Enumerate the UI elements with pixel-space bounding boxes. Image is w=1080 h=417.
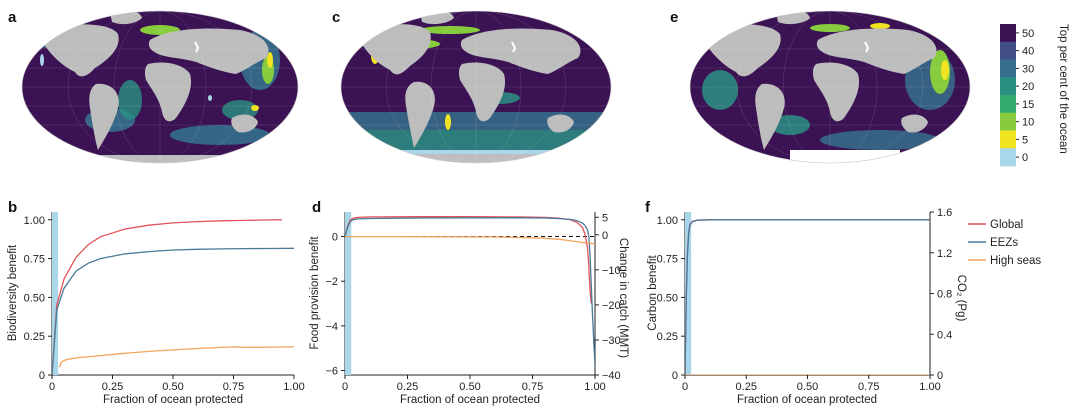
ytick-label-b: 0.25 <box>24 331 45 343</box>
colorbar-tick-label: 10 <box>1022 117 1034 129</box>
ytick-label-b: 0 <box>39 370 45 382</box>
xtick-label-b: 0 <box>49 381 55 393</box>
colorbar-cell <box>1000 148 1016 167</box>
series-line-d-eezs <box>345 217 595 367</box>
colorbar-title: Top per cent of the ocean <box>1057 24 1069 154</box>
ytick-label-d: −4 <box>325 321 338 333</box>
highlight-band-d <box>345 212 352 375</box>
ytick-right-label-d: −30 <box>602 335 621 347</box>
panel-label-e: e <box>670 9 678 26</box>
series-line-d-global <box>345 216 592 304</box>
colorbar-cell <box>1000 95 1016 114</box>
series-group-d <box>345 216 595 367</box>
colorbar-cell <box>1000 130 1016 149</box>
xtick-label-d: 1.00 <box>584 381 605 393</box>
xtick-label-d: 0 <box>342 381 348 393</box>
ytick-right-label-d: −20 <box>602 300 621 312</box>
panel-label-a: a <box>8 9 17 26</box>
panel-label-b: b <box>8 199 17 216</box>
highlight-band-b <box>52 212 59 375</box>
series-line-b-global <box>52 219 282 375</box>
ytick-label-f: 0.50 <box>657 292 678 304</box>
ytick-label-b: 0.75 <box>24 254 45 266</box>
ylabel-f: Carbon benefit <box>647 254 659 330</box>
map-a <box>21 10 299 164</box>
map-e <box>689 10 971 164</box>
ytick-right-label-f: 0 <box>937 370 943 382</box>
colorbar-tick-label: 30 <box>1022 63 1034 75</box>
xtick-label-d: 0.25 <box>397 381 418 393</box>
colorbar-cell <box>1000 59 1016 78</box>
legend: Global EEZs High seas <box>968 219 1041 267</box>
legend-label-high-seas: High seas <box>990 255 1041 267</box>
zero-lines <box>345 236 930 376</box>
xtick-label-b: 1.00 <box>283 381 304 393</box>
ytick-right-label-d: −40 <box>602 370 621 382</box>
xtick-label-f: 0.25 <box>736 381 757 393</box>
ytick-right-label-f: 1.2 <box>937 248 952 260</box>
xtick-label-d: 0.75 <box>522 381 543 393</box>
ytick-right-label-f: 0.4 <box>937 329 952 341</box>
ytick-label-f: 0 <box>672 370 678 382</box>
colorbar-cell <box>1000 112 1016 131</box>
xtick-label-f: 1.00 <box>919 381 940 393</box>
ytick-label-b: 1.00 <box>24 215 45 227</box>
xlabel-b: Fraction of ocean protected <box>103 394 243 406</box>
series-line-b-eezs <box>52 247 294 375</box>
ytick-label-d: −2 <box>325 276 338 288</box>
xtick-label-b: 0.50 <box>162 381 183 393</box>
colorbar-cell <box>1000 24 1016 43</box>
ytick-right-label-d: −10 <box>602 265 621 277</box>
xtick-label-b: 0.25 <box>102 381 123 393</box>
ytick-right-label-d: 5 <box>602 212 608 224</box>
panel-label-f: f <box>645 199 651 216</box>
colorbar-tick-label: 15 <box>1022 99 1034 111</box>
series-line-b-high-seas <box>58 346 294 368</box>
xtick-label-f: 0.50 <box>797 381 818 393</box>
ylabel-b: Biodiversity benefit <box>7 244 19 341</box>
xtick-label-f: 0 <box>682 381 688 393</box>
axes-f-frame <box>684 212 931 376</box>
ylabel-d: Food provision benefit <box>309 236 321 350</box>
ytick-right-label-d: 0 <box>602 230 608 242</box>
xtick-label-f: 0.75 <box>858 381 879 393</box>
colorbar-cell <box>1000 41 1016 60</box>
series-group-f <box>685 219 930 375</box>
ylabel-right-f: CO₂ (Pg) <box>955 275 967 322</box>
colorbar-cell <box>1000 77 1016 96</box>
colorbar-tick-label: 0 <box>1022 152 1028 164</box>
colorbar-tick-label: 40 <box>1022 46 1034 58</box>
xlabel-d: Fraction of ocean protected <box>400 394 540 406</box>
ytick-right-label-f: 0.8 <box>937 289 952 301</box>
colorbar-tick-label: 5 <box>1022 134 1028 146</box>
legend-label-eezs: EEZs <box>990 237 1018 249</box>
map-c <box>340 10 612 164</box>
colorbar-tick-label: 50 <box>1022 28 1034 40</box>
series-line-f-eezs <box>685 219 930 375</box>
ylabel-right-d: Change in catch (MMT) <box>617 238 629 358</box>
ytick-label-f: 0.25 <box>657 331 678 343</box>
panel-label-d: d <box>312 199 321 216</box>
series-line-f-global <box>685 219 930 375</box>
ytick-label-d: −6 <box>325 366 338 378</box>
legend-label-global: Global <box>990 219 1023 231</box>
colorbar-tick-label: 20 <box>1022 81 1034 93</box>
xtick-label-b: 0.75 <box>223 381 244 393</box>
ytick-label-f: 0.75 <box>657 254 678 266</box>
series-group-b <box>52 219 294 375</box>
highlight-band-f <box>685 212 692 375</box>
ytick-label-d: 0 <box>332 232 338 244</box>
ytick-label-f: 1.00 <box>657 215 678 227</box>
series-line-d-high-seas <box>345 235 595 245</box>
highlight-bands <box>52 212 692 375</box>
xlabel-f: Fraction of ocean protected <box>737 394 877 406</box>
ytick-label-b: 0.50 <box>24 292 45 304</box>
ytick-right-label-f: 1.6 <box>937 207 952 219</box>
xtick-label-d: 0.50 <box>459 381 480 393</box>
panel-label-c: c <box>332 9 340 26</box>
